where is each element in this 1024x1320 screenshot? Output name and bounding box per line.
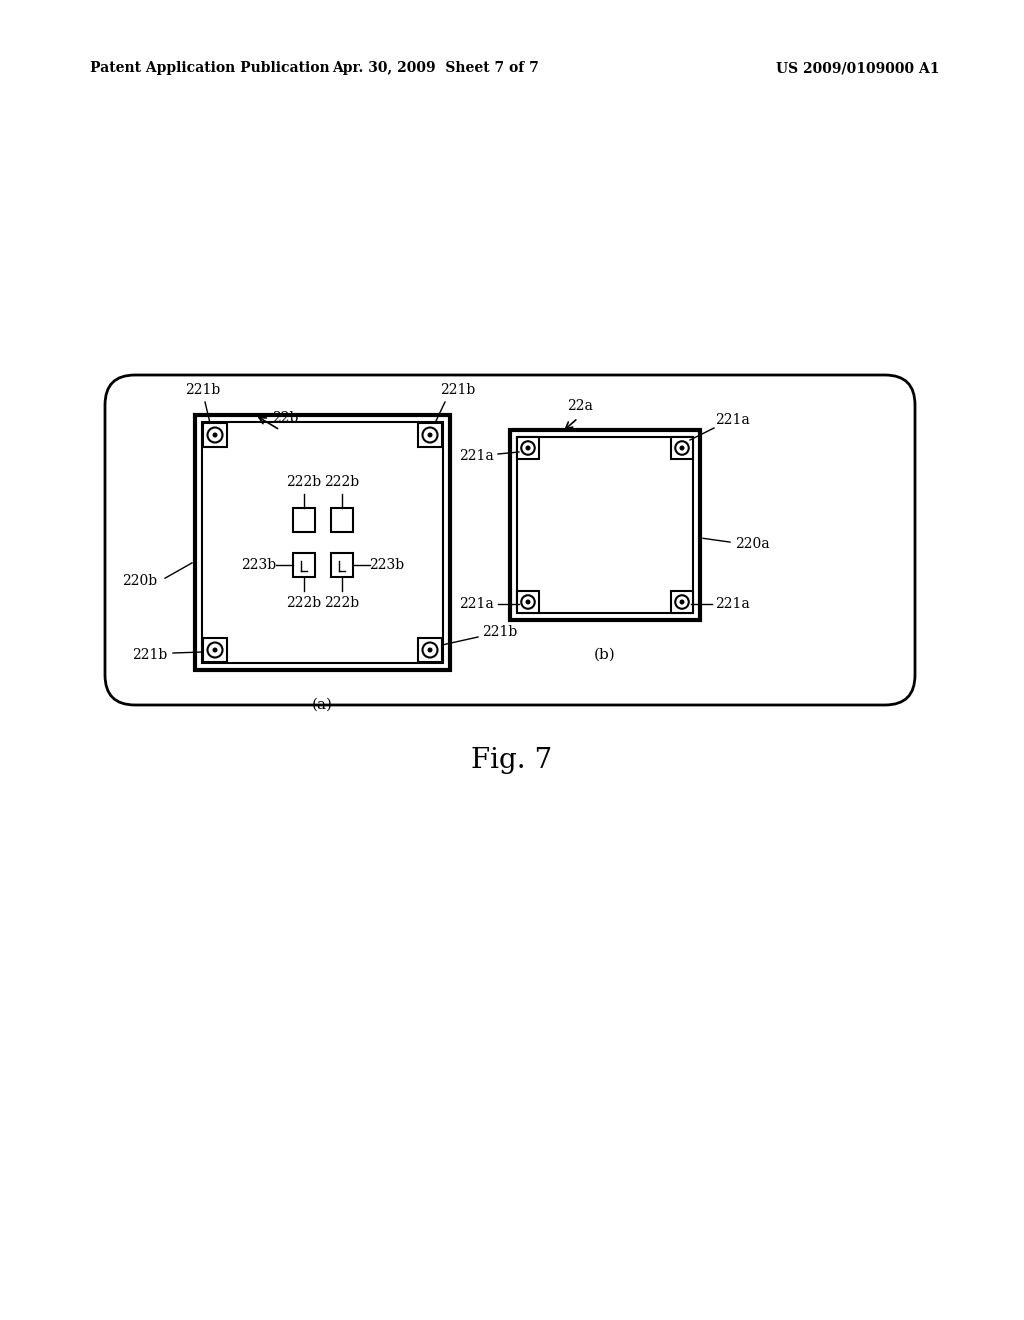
Text: 221a: 221a [459,449,494,463]
Circle shape [680,446,684,450]
Bar [671,437,693,459]
Bar [517,437,693,612]
Bar [331,553,352,577]
Text: (b): (b) [594,648,615,663]
Text: 221a: 221a [715,413,750,426]
Bar [293,508,314,532]
Circle shape [213,433,217,437]
Circle shape [423,428,437,442]
Text: 22b: 22b [271,411,298,425]
Bar [203,638,227,663]
Text: 220a: 220a [734,537,769,550]
Text: 222b: 222b [286,475,322,488]
Circle shape [521,595,535,609]
Bar [517,591,539,612]
Circle shape [213,648,217,652]
Text: 222b: 222b [286,597,322,610]
Bar [671,591,693,612]
Circle shape [675,441,689,455]
Circle shape [208,428,222,442]
Circle shape [525,446,530,450]
Circle shape [423,643,437,657]
FancyBboxPatch shape [105,375,915,705]
Text: 221b: 221b [482,624,517,639]
Text: 222b: 222b [324,597,359,610]
Text: 220b: 220b [123,574,158,587]
Circle shape [525,599,530,605]
Text: 22a: 22a [567,399,593,413]
Text: 221a: 221a [459,597,494,611]
Circle shape [208,643,222,657]
Bar [195,414,450,671]
Circle shape [427,648,432,652]
Text: 221b: 221b [440,383,475,397]
Bar [331,508,352,532]
Bar [293,553,314,577]
Text: 222b: 222b [324,475,359,488]
Circle shape [680,599,684,605]
Circle shape [521,441,535,455]
Bar [418,422,442,447]
Circle shape [675,595,689,609]
Bar [203,422,227,447]
Text: US 2009/0109000 A1: US 2009/0109000 A1 [776,61,940,75]
Text: 223b: 223b [241,558,276,572]
Bar [517,437,539,459]
Text: (a): (a) [312,698,333,711]
Bar [510,430,700,620]
Text: Fig. 7: Fig. 7 [471,747,553,774]
Text: Patent Application Publication: Patent Application Publication [90,61,330,75]
Bar [202,422,443,663]
Bar [418,638,442,663]
Text: Apr. 30, 2009  Sheet 7 of 7: Apr. 30, 2009 Sheet 7 of 7 [332,61,539,75]
Text: 223b: 223b [369,558,404,572]
Text: 221a: 221a [715,597,750,611]
Text: 221b: 221b [132,648,168,663]
Circle shape [427,433,432,437]
Text: 221b: 221b [185,383,220,397]
